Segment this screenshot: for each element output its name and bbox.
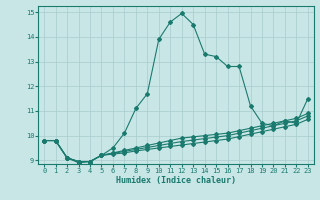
X-axis label: Humidex (Indice chaleur): Humidex (Indice chaleur): [116, 176, 236, 185]
